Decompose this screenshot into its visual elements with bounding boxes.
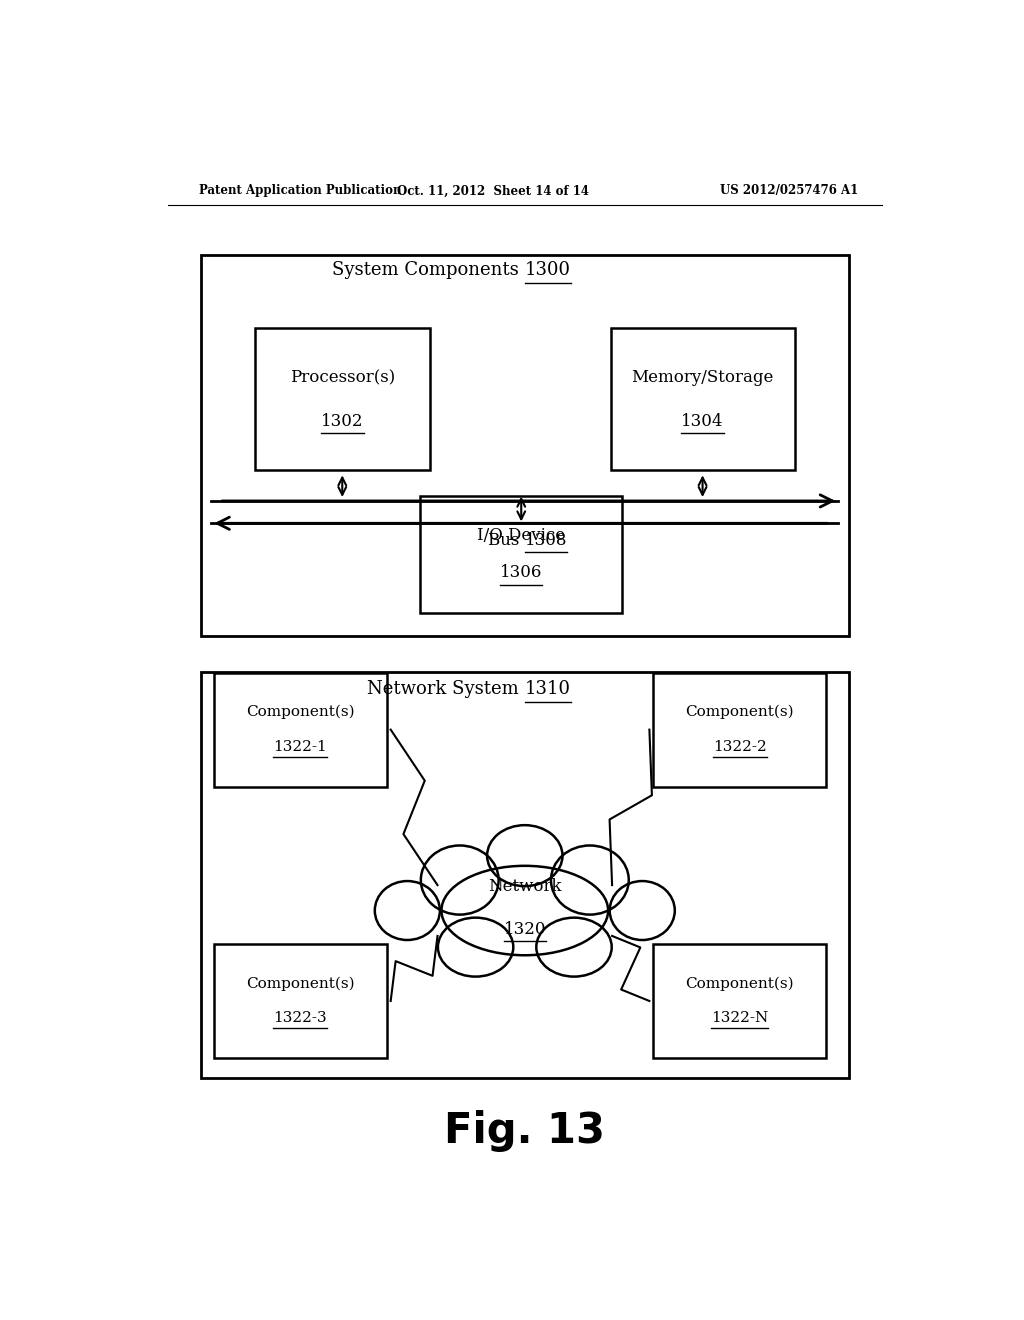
Ellipse shape: [421, 846, 499, 915]
Text: 1304: 1304: [681, 413, 724, 429]
Text: 1322-2: 1322-2: [713, 739, 767, 754]
Ellipse shape: [609, 880, 675, 940]
Ellipse shape: [487, 825, 562, 886]
Text: Component(s): Component(s): [685, 705, 795, 719]
Text: Patent Application Publication: Patent Application Publication: [200, 185, 402, 198]
Text: 1306: 1306: [500, 565, 543, 581]
Text: Component(s): Component(s): [685, 977, 795, 991]
Ellipse shape: [551, 846, 629, 915]
Text: 1302: 1302: [321, 413, 364, 429]
FancyBboxPatch shape: [201, 672, 849, 1078]
Text: Memory/Storage: Memory/Storage: [632, 370, 774, 385]
Text: I/O Device: I/O Device: [477, 527, 565, 544]
FancyBboxPatch shape: [255, 329, 430, 470]
FancyBboxPatch shape: [653, 944, 826, 1057]
Text: US 2012/0257476 A1: US 2012/0257476 A1: [720, 185, 858, 198]
Text: 1308: 1308: [524, 532, 567, 549]
FancyBboxPatch shape: [214, 944, 387, 1057]
Text: 1310: 1310: [524, 680, 570, 698]
Text: 1322-1: 1322-1: [273, 739, 327, 754]
Text: Bus: Bus: [488, 532, 524, 549]
Text: Component(s): Component(s): [246, 977, 354, 991]
Text: 1322-3: 1322-3: [273, 1011, 327, 1026]
Text: Processor(s): Processor(s): [290, 370, 395, 385]
FancyBboxPatch shape: [653, 673, 826, 787]
Text: Network: Network: [488, 878, 561, 895]
Ellipse shape: [375, 880, 440, 940]
FancyBboxPatch shape: [214, 673, 387, 787]
Text: Fig. 13: Fig. 13: [444, 1110, 605, 1152]
Ellipse shape: [438, 917, 513, 977]
FancyBboxPatch shape: [610, 329, 795, 470]
Text: 1300: 1300: [524, 261, 570, 280]
Text: 1320: 1320: [504, 921, 546, 937]
Text: Network System: Network System: [368, 680, 524, 698]
Text: Component(s): Component(s): [246, 705, 354, 719]
Ellipse shape: [537, 917, 611, 977]
Ellipse shape: [441, 866, 608, 956]
Text: System Components: System Components: [333, 261, 524, 280]
Text: Oct. 11, 2012  Sheet 14 of 14: Oct. 11, 2012 Sheet 14 of 14: [397, 185, 589, 198]
FancyBboxPatch shape: [201, 255, 849, 636]
Text: 1322-N: 1322-N: [712, 1011, 768, 1026]
FancyBboxPatch shape: [420, 496, 623, 612]
